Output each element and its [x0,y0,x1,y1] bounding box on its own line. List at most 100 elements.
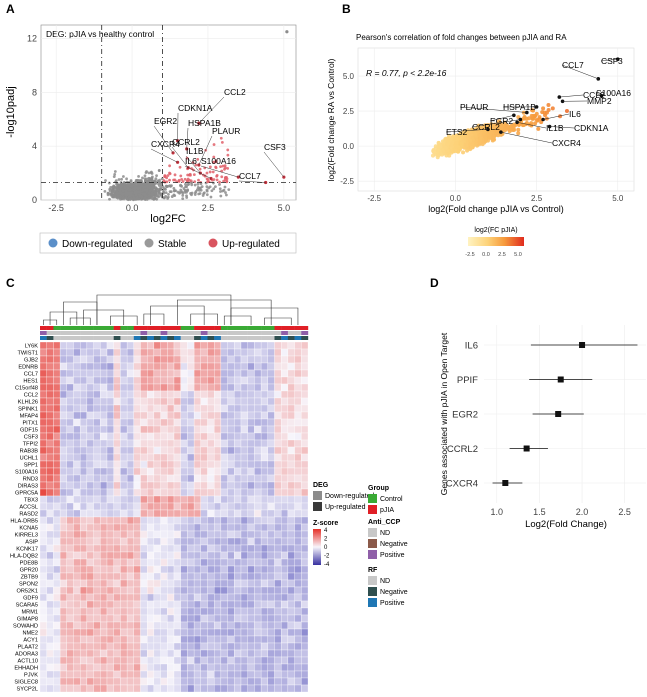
heatmap-cell [100,565,108,574]
heatmap-cell [187,677,195,686]
heatmap-cell [287,453,295,462]
correlation-point [465,148,470,153]
heatmap-cell [113,642,121,651]
heatmap-cell [260,572,268,581]
volcano-point-stable [113,170,117,173]
heatmap-cell [267,509,275,518]
heatmap-cell [160,516,168,525]
heatmap-cell [120,656,128,665]
heatmap-cell [227,383,235,392]
heatmap-cell [173,481,181,490]
panel-a-plot-area [40,24,297,201]
volcano-point-stable [159,188,163,191]
heatmap-cell [113,572,121,581]
heatmap-cell [120,635,128,644]
heatmap-cell [260,544,268,553]
heatmap-cell [274,663,282,672]
volcano-point-up [220,175,224,179]
heatmap-cell [133,670,141,679]
heatmap-cell [86,369,94,378]
heatmap-cell [294,481,302,490]
heatmap-cell [274,376,282,385]
heatmap-cell [234,362,242,371]
heatmap-cell [294,453,302,462]
heatmap-cell [207,551,215,560]
heatmap-cell [193,432,201,441]
heatmap-cell [193,642,201,651]
heatmap-cell [267,355,275,364]
correlation-point [491,137,496,142]
legend-label: Up-regulated [222,239,280,250]
heatmap-cell [46,677,54,686]
heatmap-cell [260,481,268,490]
heatmap-cell [113,432,121,441]
heatmap-cell [140,663,148,672]
heatmap-cell [113,481,121,490]
annotation-anticcp-cell [194,331,201,335]
heatmap-cell [100,355,108,364]
gene-label: CCL7 [562,60,584,70]
heatmap-cell [227,677,235,686]
heatmap-cell [39,600,47,609]
heatmap-cell [260,495,268,504]
heatmap-cell [287,474,295,483]
heatmap-cell [207,488,215,497]
volcano-point-stable [155,197,159,201]
heatmap-cell [207,684,215,693]
heatmap-cell [80,397,88,406]
correlation-point [536,126,541,131]
heatmap-cell [93,376,101,385]
heatmap-cell [133,453,141,462]
heatmap-cell [200,383,208,392]
dendrogram-branch [230,307,299,325]
heatmap-cell [247,488,255,497]
heatmap-cell [234,460,242,469]
label-leader [517,122,547,129]
heatmap-cell [66,593,74,602]
heatmap-cell [167,446,175,455]
heatmap-cell [93,397,101,406]
heatmap-cell [301,453,309,462]
heatmap-cell [66,397,74,406]
heatmap-cell [160,481,168,490]
heatmap-cell [46,607,54,616]
heatmap-cell [100,376,108,385]
annotation-group-cell [207,326,215,330]
heatmap-cell [227,418,235,427]
heatmap-cell [126,446,134,455]
heatmap-cell [234,348,242,357]
heatmap-cell [53,355,61,364]
volcano-point-stable [143,174,147,178]
heatmap-cell [254,411,262,420]
heatmap-cell [160,565,168,574]
heatmap-cell [153,348,161,357]
heatmap-cell [260,502,268,511]
heatmap-cell [120,439,128,448]
heatmap-cell [59,383,67,392]
heatmap-cell [281,495,289,504]
heatmap-cell [214,523,222,532]
heatmap-cell [133,649,141,658]
heatmap-cell [160,502,168,511]
heatmap-cell [234,341,242,350]
heatmap-cell [260,341,268,350]
heatmap-cell [267,621,275,630]
heatmap-cell [73,537,81,546]
volcano-point-up [186,173,190,177]
heatmap-cell [167,355,175,364]
heatmap-cell [180,670,188,679]
heatmap-cell [281,467,289,476]
heatmap-cell [140,481,148,490]
heatmap-cell [301,663,309,672]
volcano-point-stable [136,182,140,186]
heatmap-cell [193,565,201,574]
heatmap-cell [80,656,88,665]
heatmap-cell [73,586,81,595]
heatmap-cell [160,362,168,371]
heatmap-cell [214,446,222,455]
heatmap-cell [59,614,67,623]
heatmap-cell [147,467,155,476]
heatmap-cell [66,516,74,525]
annotation-rf-cell [80,336,88,340]
heatmap-cell [193,362,201,371]
